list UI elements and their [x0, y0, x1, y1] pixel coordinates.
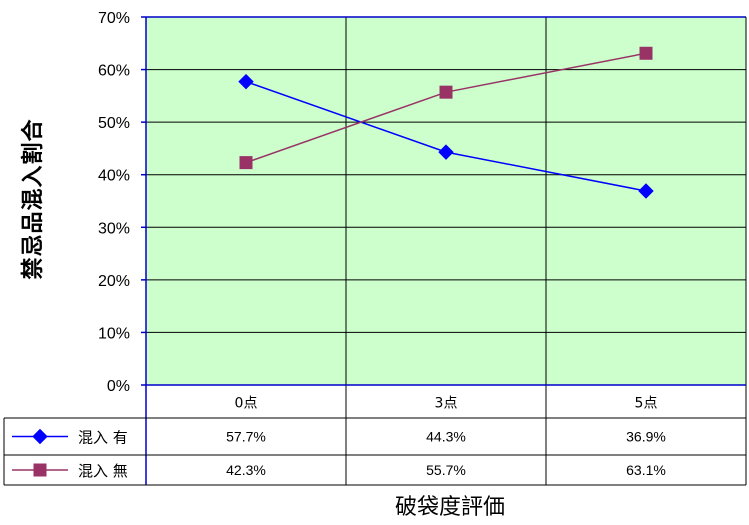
data-point [238, 73, 254, 90]
plot-area [146, 17, 746, 385]
series-layer [238, 46, 654, 199]
y-axis-ticks: 0% 10% 20% 30% 40% 50% 60% 70% [98, 10, 146, 395]
plot-background [146, 17, 746, 385]
data-point [639, 46, 653, 60]
legend-marker [33, 463, 47, 477]
y-tick-label: 70% [98, 10, 130, 27]
legend-label: 混入 有 [78, 429, 128, 447]
y-tick-label: 30% [98, 220, 130, 237]
table-cell: 57.7% [226, 429, 266, 445]
y-tick-label: 60% [98, 63, 130, 80]
y-tick-label: 20% [98, 273, 130, 290]
x-axis-label: 破袋度評価 [395, 495, 505, 520]
y-axis-label: 禁忌品混入割合 [20, 118, 46, 279]
y-tick-label: 40% [98, 168, 130, 185]
legend-label: 混入 無 [78, 462, 128, 480]
table-cell: 42.3% [226, 462, 266, 478]
legend-marker [32, 428, 48, 445]
table-cell: 55.7% [426, 462, 466, 478]
x-category-label: 0点 [235, 396, 258, 412]
y-tick-label: 0% [107, 378, 130, 395]
data-point [638, 183, 654, 199]
y-tick-label: 10% [98, 325, 130, 342]
x-category-label: 5点 [635, 396, 658, 412]
table-cell: 44.3% [426, 429, 466, 445]
data-point [438, 144, 454, 160]
y-tick-label: 50% [98, 115, 130, 132]
gridlines [145, 16, 747, 485]
table-cell: 36.9% [626, 429, 666, 445]
data-point [239, 156, 253, 170]
table-cell: 63.1% [626, 462, 666, 478]
x-category-label: 3点 [435, 396, 458, 412]
data-point [439, 85, 453, 99]
